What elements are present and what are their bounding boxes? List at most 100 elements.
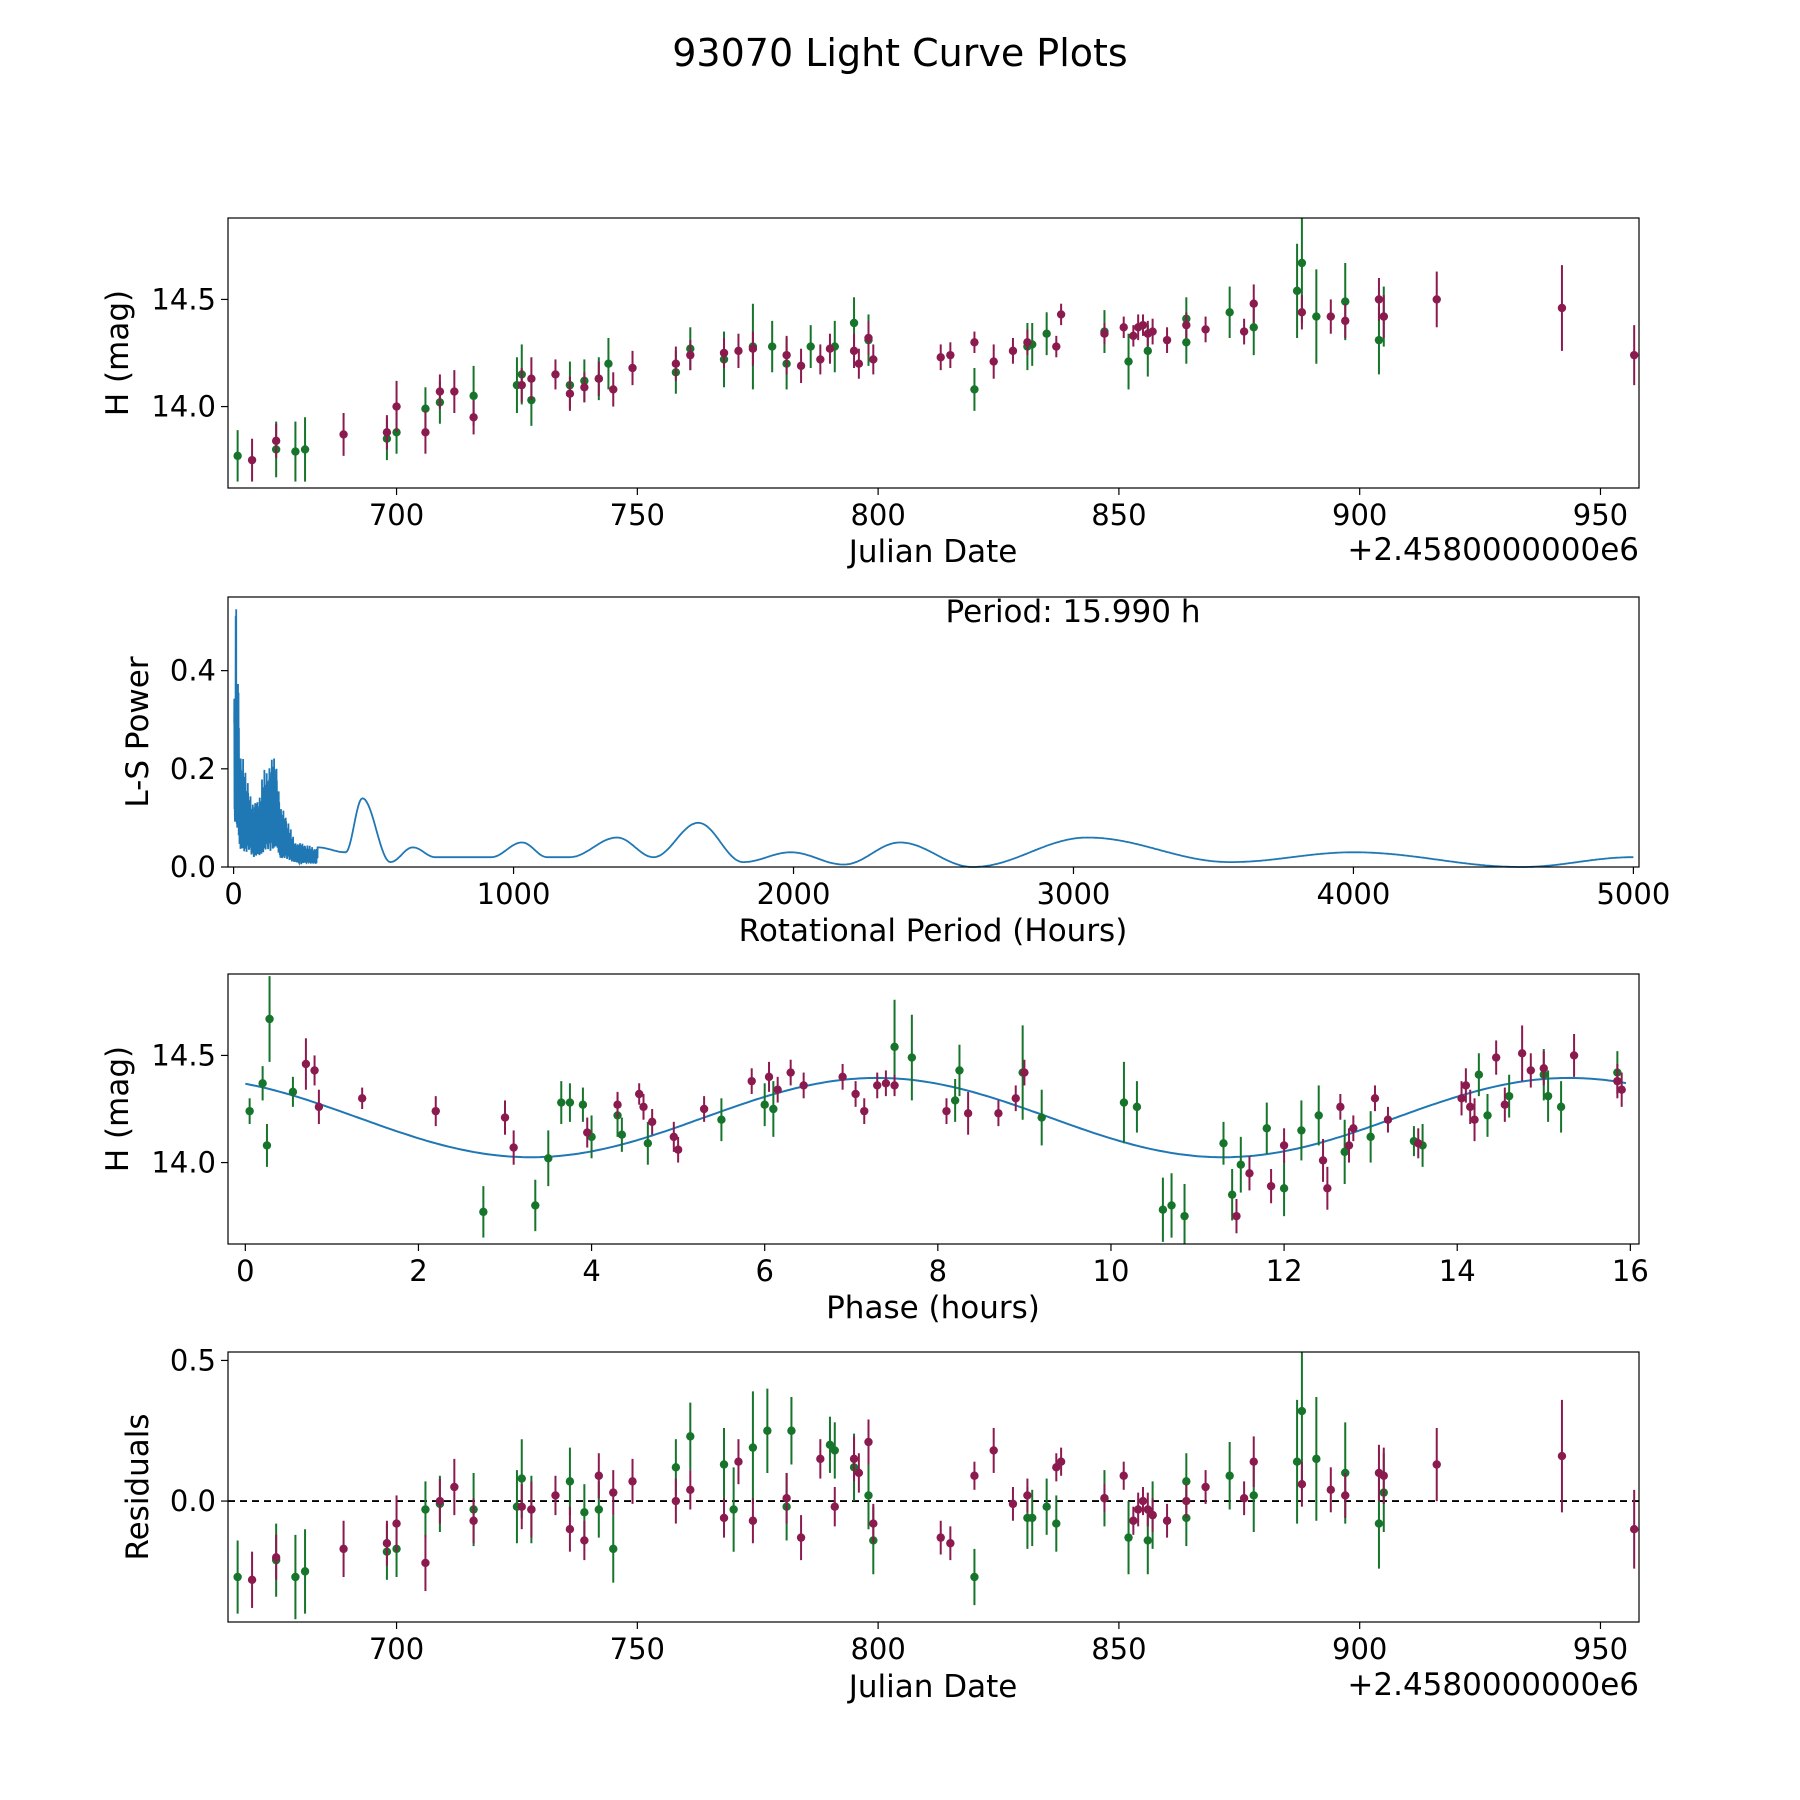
magenta-data-point bbox=[671, 1496, 681, 1506]
magenta-data-point bbox=[1432, 1460, 1441, 1469]
magenta-data-point bbox=[773, 1085, 782, 1094]
magenta-data-point bbox=[994, 1109, 1003, 1118]
green-data-point bbox=[1312, 312, 1321, 321]
magenta-data-point bbox=[247, 455, 257, 465]
green-data-point bbox=[787, 1426, 796, 1435]
magenta-data-point bbox=[1052, 342, 1061, 351]
magenta-data-point bbox=[1249, 1457, 1258, 1466]
green-data-point bbox=[686, 1432, 695, 1441]
green-data-point bbox=[1314, 1111, 1323, 1120]
green-data-point bbox=[469, 391, 478, 401]
y-tick-label: 14.0 bbox=[151, 390, 216, 424]
magenta-data-point bbox=[1143, 1505, 1152, 1514]
magenta-data-point bbox=[1023, 338, 1032, 347]
periodogram-panel: 0 1000 2000 3000 4000 5000 0.0 0.2 0.4 Period: 1… bbox=[120, 594, 1670, 949]
green-data-point bbox=[233, 1572, 242, 1582]
magenta-data-point bbox=[989, 1446, 998, 1455]
green-data-point bbox=[1297, 1126, 1306, 1135]
magenta-data-point bbox=[1138, 320, 1148, 330]
magenta-data-point bbox=[1129, 1516, 1138, 1525]
magenta-data-point bbox=[1245, 1169, 1254, 1178]
ls-power-line bbox=[233, 609, 1634, 868]
magenta-data-point bbox=[782, 1494, 791, 1503]
magenta-data-point bbox=[1162, 335, 1172, 345]
green-data-point bbox=[760, 1100, 769, 1109]
magenta-data-point bbox=[864, 333, 873, 343]
magenta-data-point bbox=[881, 1079, 891, 1088]
green-data-point bbox=[258, 1079, 267, 1088]
magenta-data-point bbox=[310, 1066, 319, 1075]
green-data-point bbox=[1143, 346, 1152, 356]
magenta-data-point bbox=[816, 1454, 825, 1464]
magenta-data-point bbox=[1133, 1505, 1143, 1514]
green-data-point bbox=[265, 1014, 274, 1024]
green-data-point bbox=[970, 1572, 979, 1582]
magenta-data-point bbox=[970, 1471, 979, 1480]
residuals-ylabel: Residuals bbox=[120, 1413, 156, 1560]
lightcurve-axes-frame bbox=[227, 217, 1640, 489]
x-tick-label: 16 bbox=[1612, 1254, 1649, 1288]
magenta-data-point bbox=[849, 1454, 859, 1464]
magenta-data-point bbox=[786, 1068, 795, 1077]
magenta-data-point bbox=[435, 387, 445, 396]
green-data-point bbox=[531, 1201, 540, 1210]
magenta-data-point bbox=[854, 359, 864, 368]
green-data-point bbox=[1143, 1536, 1152, 1545]
magenta-data-point bbox=[527, 1505, 536, 1514]
magenta-data-point bbox=[527, 374, 536, 383]
x-tick-label: 12 bbox=[1266, 1254, 1303, 1288]
periodogram-xlabel: Rotational Period (Hours) bbox=[739, 913, 1128, 949]
green-data-point bbox=[1037, 1113, 1046, 1122]
magenta-data-point bbox=[1008, 1499, 1018, 1509]
magenta-data-point bbox=[1557, 303, 1567, 313]
lightcurve-xlabel: Julian Date bbox=[847, 534, 1018, 570]
magenta-data-point bbox=[686, 350, 695, 360]
period-annotation: Period: 15.990 h bbox=[946, 594, 1201, 630]
green-data-point bbox=[1249, 1491, 1258, 1500]
phasefold-xlabel: Phase (hours) bbox=[826, 1290, 1040, 1326]
residuals-data bbox=[228, 1352, 1639, 1620]
green-data-point bbox=[565, 1477, 575, 1486]
residuals-axes-frame bbox=[227, 1351, 1640, 1623]
magenta-data-point bbox=[782, 350, 791, 360]
x-tick-label: 2000 bbox=[757, 877, 831, 911]
magenta-data-point bbox=[1129, 331, 1138, 341]
magenta-data-point bbox=[357, 1094, 367, 1103]
green-data-point bbox=[544, 1154, 553, 1163]
magenta-data-point bbox=[339, 430, 348, 439]
green-data-point bbox=[291, 1572, 300, 1582]
magenta-data-point bbox=[1617, 1085, 1626, 1094]
magenta-data-point bbox=[1323, 1184, 1332, 1193]
magenta-data-point bbox=[1182, 320, 1191, 330]
magenta-data-point bbox=[1056, 1457, 1066, 1466]
magenta-data-point bbox=[1432, 295, 1441, 304]
magenta-data-point bbox=[747, 1076, 756, 1086]
lightcurve-data bbox=[233, 218, 1639, 482]
magenta-data-point bbox=[719, 348, 729, 358]
magenta-data-point bbox=[500, 1113, 510, 1122]
green-data-point bbox=[763, 1426, 772, 1435]
magenta-data-point bbox=[1201, 1482, 1210, 1492]
green-data-point bbox=[300, 1567, 310, 1576]
magenta-data-point bbox=[271, 436, 281, 446]
magenta-data-point bbox=[551, 370, 560, 379]
x-tick-label: 900 bbox=[1332, 1632, 1387, 1666]
magenta-data-point bbox=[1056, 310, 1066, 319]
green-data-point bbox=[288, 1087, 298, 1097]
magenta-data-point bbox=[450, 387, 459, 396]
magenta-data-point bbox=[271, 1553, 281, 1562]
green-data-point bbox=[767, 342, 777, 351]
magenta-data-point bbox=[942, 1106, 951, 1116]
magenta-data-point bbox=[963, 1109, 973, 1118]
green-data-point bbox=[717, 1115, 726, 1124]
green-data-point bbox=[1249, 323, 1258, 332]
magenta-data-point bbox=[431, 1106, 440, 1116]
magenta-data-point bbox=[1148, 1510, 1157, 1520]
green-data-point bbox=[594, 1505, 604, 1514]
green-data-point bbox=[825, 1440, 835, 1450]
magenta-data-point bbox=[382, 428, 392, 437]
magenta-data-point bbox=[247, 1575, 257, 1585]
magenta-data-point bbox=[1341, 316, 1350, 326]
green-data-point bbox=[578, 1100, 588, 1109]
magenta-data-point bbox=[580, 383, 589, 392]
